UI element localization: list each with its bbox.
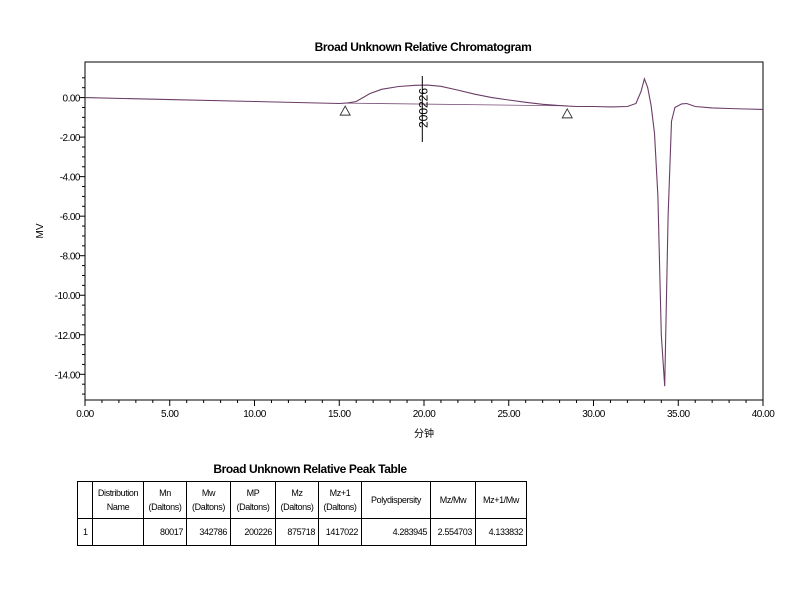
chart: Broad Unknown Relative Chromatogram 0.00…	[35, 40, 776, 440]
table-row: 1 80017 342786 200226 875718 1417022 4.2…	[77, 518, 527, 546]
peak-table: Distribution Name Mn (Daltons) Mw (Daltons)…	[77, 481, 527, 546]
y-tick-label: -12.00	[55, 331, 81, 342]
x-axis-label: 分钟	[414, 427, 434, 440]
chromatogram-trace	[84, 76, 764, 387]
cell-mp: 200226	[230, 518, 276, 546]
y-tick-label: -4.00	[60, 173, 81, 184]
header-mp: MP (Daltons)	[230, 481, 276, 519]
x-tick-label: 5.00	[161, 409, 179, 420]
integration-baseline	[345, 102, 569, 107]
cell-mn: 80017	[143, 518, 187, 546]
header-mw: Mw (Daltons)	[186, 481, 231, 519]
x-tick-label: 30.00	[582, 409, 605, 420]
peak-boundary-marker	[339, 105, 351, 116]
x-tick-label: 20.00	[413, 409, 436, 420]
cell-mz1-mw: 4.133832	[475, 518, 527, 546]
header-mz: Mz (Daltons)	[275, 481, 319, 519]
y-tick-label: -8.00	[60, 252, 81, 263]
x-tick-label: 15.00	[328, 409, 351, 420]
header-mz1: Mz+1 (Daltons)	[318, 481, 362, 519]
chart-title: Broad Unknown Relative Chromatogram	[315, 40, 532, 54]
header-index	[77, 481, 93, 519]
cell-distribution-name	[92, 518, 144, 546]
x-tick-label: 10.00	[243, 409, 266, 420]
y-axis: 0.00 -2.00 -4.00 -6.00 -8.00 -10.00 -12.00 -14.…	[55, 77, 85, 395]
cell-mz1: 1417022	[318, 518, 362, 546]
y-tick-label: -2.00	[60, 133, 81, 144]
x-tick-label: 35.00	[667, 409, 690, 420]
x-axis: 0.00 5.00 10.00 15.00 20.00 25.00 30.00 35.00 40…	[76, 400, 776, 420]
y-tick-label: 0.00	[63, 94, 81, 105]
table-header-row: Distribution Name Mn (Daltons) Mw (Daltons)…	[77, 481, 527, 519]
cell-mz: 875718	[275, 518, 319, 546]
cell-polydispersity: 4.283945	[361, 518, 431, 546]
x-tick-label: 40.00	[752, 409, 775, 420]
peak-label: 200226	[416, 88, 430, 128]
plot-area: 200226	[84, 76, 764, 387]
cell-index: 1	[77, 518, 93, 546]
cell-mw: 342786	[186, 518, 231, 546]
y-tick-label: -6.00	[60, 212, 81, 223]
x-tick-label: 0.00	[76, 409, 94, 420]
y-tick-label: -10.00	[55, 291, 81, 302]
y-axis-label: MV	[35, 223, 46, 238]
cell-mz-mw: 2.554703	[430, 518, 476, 546]
header-polydispersity: Polydispersity	[361, 481, 431, 519]
table-title: Broad Unknown Relative Peak Table	[213, 462, 407, 476]
peak-boundary-marker	[561, 107, 573, 119]
header-mz-mw: Mz/Mw	[430, 481, 476, 519]
header-distribution-name: Distribution Name	[92, 481, 144, 519]
header-mz1-mw: Mz+1/Mw	[475, 481, 527, 519]
header-mn: Mn (Daltons)	[143, 481, 187, 519]
y-tick-label: -14.00	[55, 370, 81, 381]
x-tick-label: 25.00	[497, 409, 520, 420]
